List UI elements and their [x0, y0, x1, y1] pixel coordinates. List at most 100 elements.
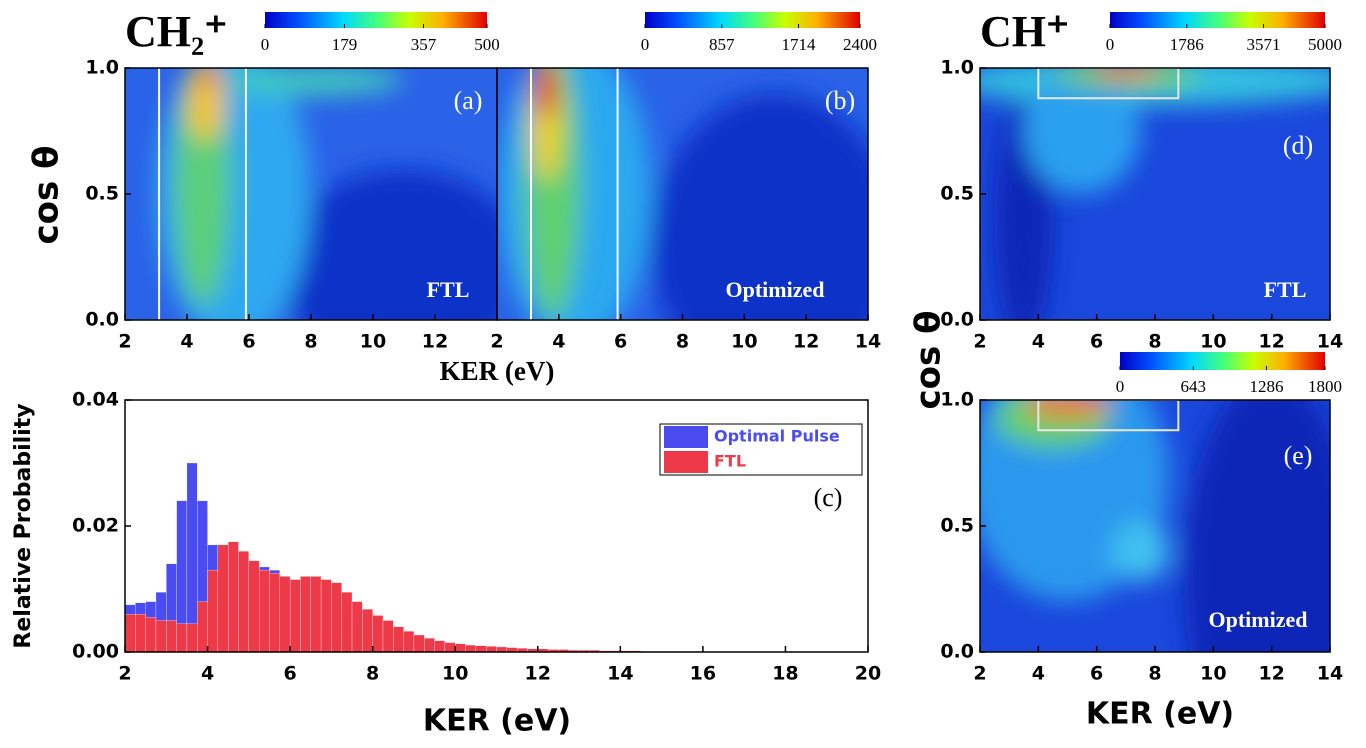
colorbar-tick-label: 857	[709, 35, 735, 54]
hist-bar	[413, 634, 425, 653]
y-tick-label: 0.5	[940, 183, 974, 205]
x-tick-label: 14	[607, 663, 633, 685]
colorbar-tick-label: 1800	[1308, 377, 1342, 396]
heat-blob	[1111, 520, 1170, 582]
hist-bar	[207, 569, 219, 653]
heat-blob	[1023, 68, 1141, 194]
y-axis-label: cos θ	[909, 311, 949, 410]
hist-bar	[341, 592, 353, 653]
heatmap-texture	[497, 68, 868, 320]
x-tick-label: 20	[855, 663, 881, 685]
x-tick-label: 18	[772, 663, 798, 685]
hist-bar	[486, 646, 497, 653]
x-tick-label: 4	[201, 663, 214, 685]
y-tick-label: 0.0	[85, 309, 119, 331]
x-tick-label: 6	[1090, 331, 1103, 353]
hist-bar	[393, 626, 404, 653]
x-axis-label: KER (eV)	[423, 704, 571, 739]
y-tick-label: 0.0	[940, 309, 974, 331]
x-tick-label: 2	[118, 663, 131, 685]
heat-blob	[280, 168, 497, 320]
x-tick-label: 6	[242, 331, 255, 353]
hist-bar	[279, 576, 291, 653]
heat-blob	[1023, 400, 1112, 418]
hist-bar	[382, 620, 394, 653]
legend-swatch	[664, 426, 708, 448]
colorbar-tick-label: 5000	[1308, 35, 1342, 54]
x-tick-label: 2	[490, 331, 503, 353]
y-tick-label: 0.0	[940, 641, 974, 663]
hist-bar	[444, 642, 456, 653]
hist-bar	[155, 620, 167, 653]
heat-blob	[1184, 400, 1330, 652]
hist-bar	[197, 601, 208, 653]
legend-label: FTL	[714, 452, 746, 471]
heat-blob	[994, 400, 1112, 448]
colorbar	[265, 12, 487, 28]
colorbar-tick-label: 500	[474, 35, 500, 54]
colorbar-tick-label: 2400	[843, 35, 877, 54]
annotation: Optimized	[726, 277, 825, 302]
hist-bar	[135, 614, 146, 653]
hist-bar	[300, 576, 311, 653]
annotation: Optimized	[1209, 607, 1308, 632]
hist-bar	[248, 560, 260, 653]
colorbar-tick-label: 0	[1116, 377, 1125, 396]
hist-bar	[289, 579, 301, 653]
colorbar-tick-label: 1714	[782, 35, 817, 54]
hist-bar	[331, 582, 342, 653]
colorbar-tick-label: 179	[332, 35, 358, 54]
colorbar-tick-label: 1786	[1170, 35, 1204, 54]
x-tick-label: 10	[731, 331, 757, 353]
hist-bar	[228, 541, 239, 653]
hist-bar	[166, 620, 177, 653]
hist-bar	[176, 623, 188, 653]
heatmap-texture	[980, 68, 1330, 320]
x-tick-label: 12	[793, 331, 819, 353]
annotation: FTL	[427, 277, 470, 302]
x-tick-label: 14	[855, 331, 881, 353]
panel-label: (c)	[814, 483, 843, 512]
heat-blob	[651, 93, 868, 320]
y-axis-label: Relative Probability	[11, 403, 36, 648]
heat-blob	[1090, 68, 1161, 79]
y-tick-label: 0.5	[85, 183, 119, 205]
heatmap	[980, 400, 1330, 652]
y-tick-label: 1.0	[85, 57, 119, 79]
legend-swatch	[664, 451, 708, 473]
hist-bar	[434, 640, 446, 653]
colorbar-tick-label: 1286	[1249, 377, 1283, 396]
x-tick-label: 4	[1032, 663, 1045, 685]
hist-bar	[424, 637, 435, 653]
x-tick-label: 16	[690, 663, 716, 685]
hist-bar	[455, 643, 466, 653]
hist-bar	[269, 573, 280, 653]
x-tick-label: 10	[360, 331, 386, 353]
hist-bar	[124, 614, 136, 653]
hist-bar	[217, 544, 229, 653]
hist-bar	[145, 617, 157, 653]
x-tick-label: 12	[1258, 331, 1284, 353]
colorbar	[645, 12, 860, 28]
panel-label: (a)	[454, 86, 483, 115]
legend-label: Optimal Pulse	[714, 427, 840, 446]
panel-label: (d)	[1283, 131, 1313, 160]
colorbar-tick-label: 3571	[1247, 35, 1281, 54]
heat-blob	[218, 68, 404, 96]
x-tick-label: 12	[422, 331, 448, 353]
x-tick-label: 14	[1317, 663, 1343, 685]
hist-bar	[186, 623, 198, 653]
heatmap-texture	[156, 68, 497, 320]
heatmap	[980, 68, 1330, 320]
x-tick-label: 12	[525, 663, 551, 685]
colorbar-tick-label: 643	[1180, 377, 1206, 396]
x-tick-label: 6	[283, 663, 296, 685]
heatmap	[497, 68, 868, 320]
y-tick-label: 0.00	[72, 641, 119, 663]
heat-blob	[535, 68, 558, 119]
colorbar-tick-label: 0	[261, 35, 270, 54]
x-axis-label: KER (eV)	[440, 356, 555, 386]
colorbar-tick-label: 0	[1106, 35, 1115, 54]
colorbar-tick-label: 0	[641, 35, 650, 54]
